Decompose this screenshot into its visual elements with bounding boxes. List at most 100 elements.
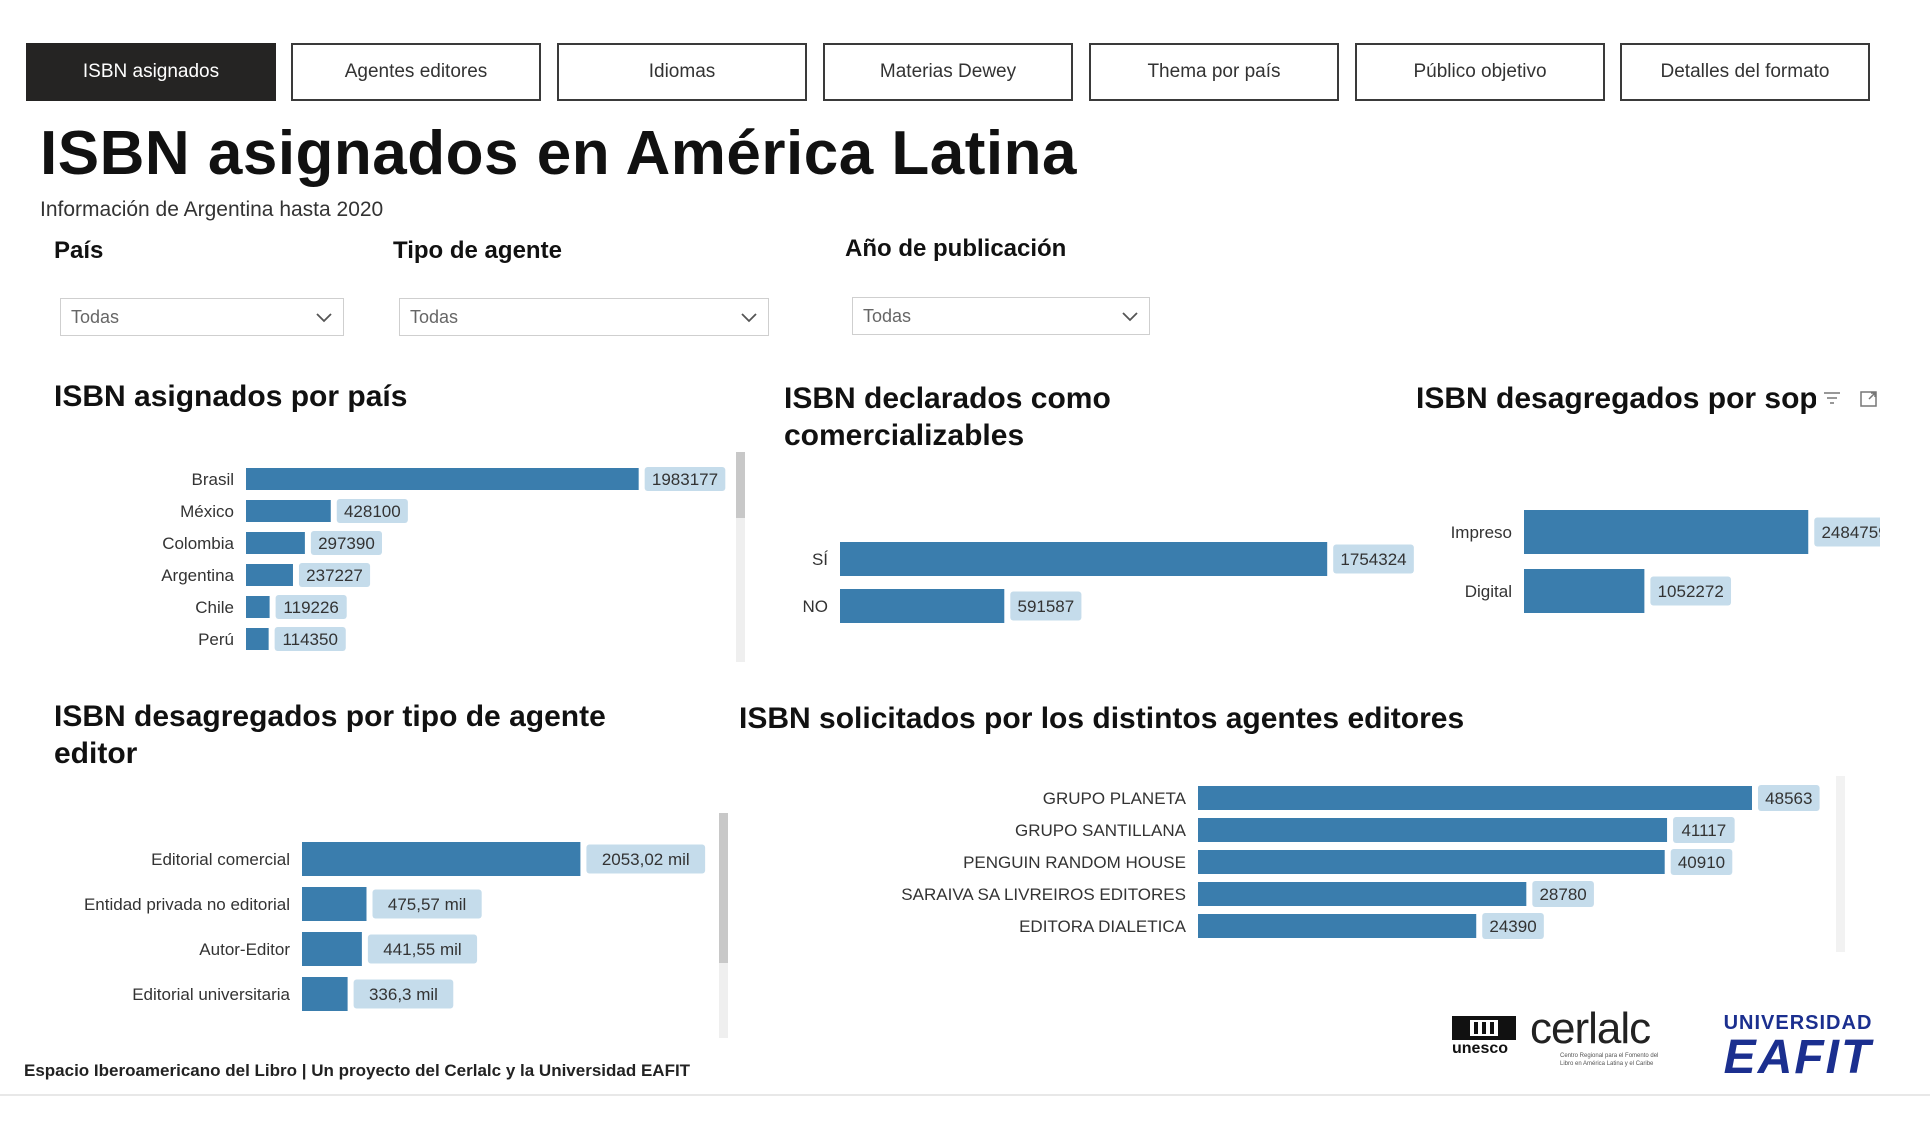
pais-dropdown[interactable]: Todas — [60, 298, 344, 336]
tab-materias-dewey[interactable]: Materias Dewey — [823, 43, 1073, 101]
unesco-temple-icon — [1452, 1016, 1516, 1040]
category-label: Colombia — [162, 534, 234, 553]
filter-icon[interactable] — [1822, 388, 1844, 410]
footer-text: Espacio Iberoamericano del Libro | Un pr… — [24, 1061, 691, 1080]
data-label-background — [353, 979, 454, 1009]
eafit-logo: UNIVERSIDAD EAFIT — [1710, 1012, 1886, 1082]
eafit-logo-main: EAFIT — [1723, 1031, 1873, 1084]
unesco-wordmark: unesco — [1452, 1040, 1509, 1057]
data-label-background — [1650, 576, 1732, 606]
bar[interactable] — [1524, 510, 1809, 554]
bar[interactable] — [246, 628, 269, 650]
data-label-background — [1532, 881, 1594, 907]
category-label: EDITORA DIALETICA — [1019, 917, 1187, 936]
category-label: Editorial universitaria — [132, 985, 290, 1004]
data-label-background — [1010, 591, 1082, 621]
bar[interactable] — [246, 564, 293, 586]
category-label: Impreso — [1451, 523, 1512, 542]
category-label: Editorial comercial — [151, 850, 290, 869]
data-label: 336,3 mil — [369, 985, 438, 1004]
data-label: 48563 — [1765, 789, 1812, 808]
tab-detalles-del-formato[interactable]: Detalles del formato — [1620, 43, 1870, 101]
chart-title-agentes-editores: ISBN solicitados por los distintos agent… — [739, 702, 1465, 735]
bar[interactable] — [302, 977, 348, 1011]
anio-dropdown-value: Todas — [863, 305, 912, 326]
chart-title-tipo-agente: ISBN desagregados por tipo de agente edi… — [54, 700, 606, 770]
tipo-agente-dropdown-value: Todas — [410, 306, 459, 327]
data-label-background — [298, 563, 371, 587]
data-label-background — [1670, 849, 1733, 875]
chart-comercializables: SÍ 1754324 NO 591587 — [803, 542, 1414, 623]
anio-dropdown[interactable]: Todas — [852, 297, 1150, 335]
bar[interactable] — [1198, 818, 1668, 842]
bar[interactable] — [840, 589, 1005, 623]
bar[interactable] — [302, 842, 581, 876]
chart-tipo-agente: Editorial comercial 2053,02 mil Entidad pr… — [84, 842, 706, 1011]
data-label: 1754324 — [1340, 550, 1406, 569]
data-label-background — [586, 844, 706, 874]
data-label: 441,55 mil — [383, 940, 461, 959]
tab-isbn-asignados[interactable]: ISBN asignados — [26, 43, 276, 101]
data-label: 297390 — [318, 534, 375, 553]
focus-mode-icon[interactable] — [1858, 388, 1880, 410]
data-label: 114350 — [282, 630, 337, 649]
bar[interactable] — [246, 468, 639, 490]
category-label: Entidad privada no editorial — [84, 895, 290, 914]
chart-agentes-editores: GRUPO PLANETA 48563 GRUPO SANTILLANA 41117 P… — [901, 785, 1820, 939]
data-label-background — [274, 627, 346, 651]
cerlalc-logo: cerlalc Centro Regional para el Fomento … — [1530, 1006, 1670, 1076]
bar[interactable] — [1524, 569, 1645, 613]
chevron-down-icon — [741, 313, 757, 323]
category-label: Chile — [195, 598, 234, 617]
category-label: México — [180, 502, 234, 521]
category-label: GRUPO SANTILLANA — [1015, 821, 1187, 840]
tab-publico-objetivo[interactable]: Público objetivo — [1355, 43, 1605, 101]
data-label-background — [1758, 785, 1820, 811]
data-label: 2484759 — [1821, 523, 1880, 542]
data-label-background — [1673, 817, 1735, 843]
data-label: 40910 — [1678, 853, 1725, 872]
eafit-logo-top: UNIVERSIDAD — [1723, 1012, 1873, 1034]
data-label: 28780 — [1539, 885, 1586, 904]
tab-bar: ISBN asignados Agentes editores Idiomas … — [26, 43, 1876, 103]
scrollbar-thumb[interactable] — [719, 813, 728, 963]
data-label-background — [367, 934, 478, 964]
scrollbar-thumb[interactable] — [736, 452, 745, 518]
category-label: SÍ — [812, 550, 828, 569]
bar[interactable] — [302, 932, 362, 966]
chevron-down-icon — [1122, 312, 1138, 322]
bar[interactable] — [1198, 850, 1665, 874]
data-label: 119226 — [283, 598, 338, 617]
tab-idiomas[interactable]: Idiomas — [557, 43, 807, 101]
data-label: 591587 — [1017, 597, 1074, 616]
tab-thema-por-pais[interactable]: Thema por país — [1089, 43, 1339, 101]
data-label: 24390 — [1489, 917, 1536, 936]
data-label: 2053,02 mil — [602, 850, 690, 869]
data-label-background — [1482, 913, 1544, 939]
data-label-background — [310, 531, 383, 555]
data-label-background — [1333, 544, 1414, 574]
bar[interactable] — [1198, 882, 1527, 906]
bar[interactable] — [1198, 786, 1752, 810]
category-label: SARAIVA SA LIVREIROS EDITORES — [901, 885, 1186, 904]
tab-agentes-editores[interactable]: Agentes editores — [291, 43, 541, 101]
scrollbar-por-pais[interactable] — [736, 452, 745, 662]
bar[interactable] — [246, 500, 331, 522]
bar[interactable] — [246, 596, 270, 618]
data-label: 237227 — [306, 566, 363, 585]
category-label: Argentina — [161, 566, 234, 585]
bar[interactable] — [246, 532, 305, 554]
chevron-down-icon — [316, 313, 332, 323]
data-label: 1052272 — [1658, 582, 1724, 601]
category-label: PENGUIN RANDOM HOUSE — [963, 853, 1186, 872]
bar[interactable] — [840, 542, 1328, 576]
data-label: 475,57 mil — [388, 895, 466, 914]
scrollbar-agentes-editores[interactable] — [1836, 776, 1845, 952]
cerlalc-wordmark: cerlalc — [1530, 1004, 1651, 1053]
scrollbar-tipo-agente[interactable] — [719, 813, 728, 1038]
tipo-agente-dropdown[interactable]: Todas — [399, 298, 769, 336]
chart-title-soporte: ISBN desagregados por sopo — [1416, 382, 1816, 415]
bar[interactable] — [1198, 914, 1477, 938]
chart-soporte: Impreso 2484759 Digital 1052272 — [1451, 510, 1880, 613]
bar[interactable] — [302, 887, 367, 921]
